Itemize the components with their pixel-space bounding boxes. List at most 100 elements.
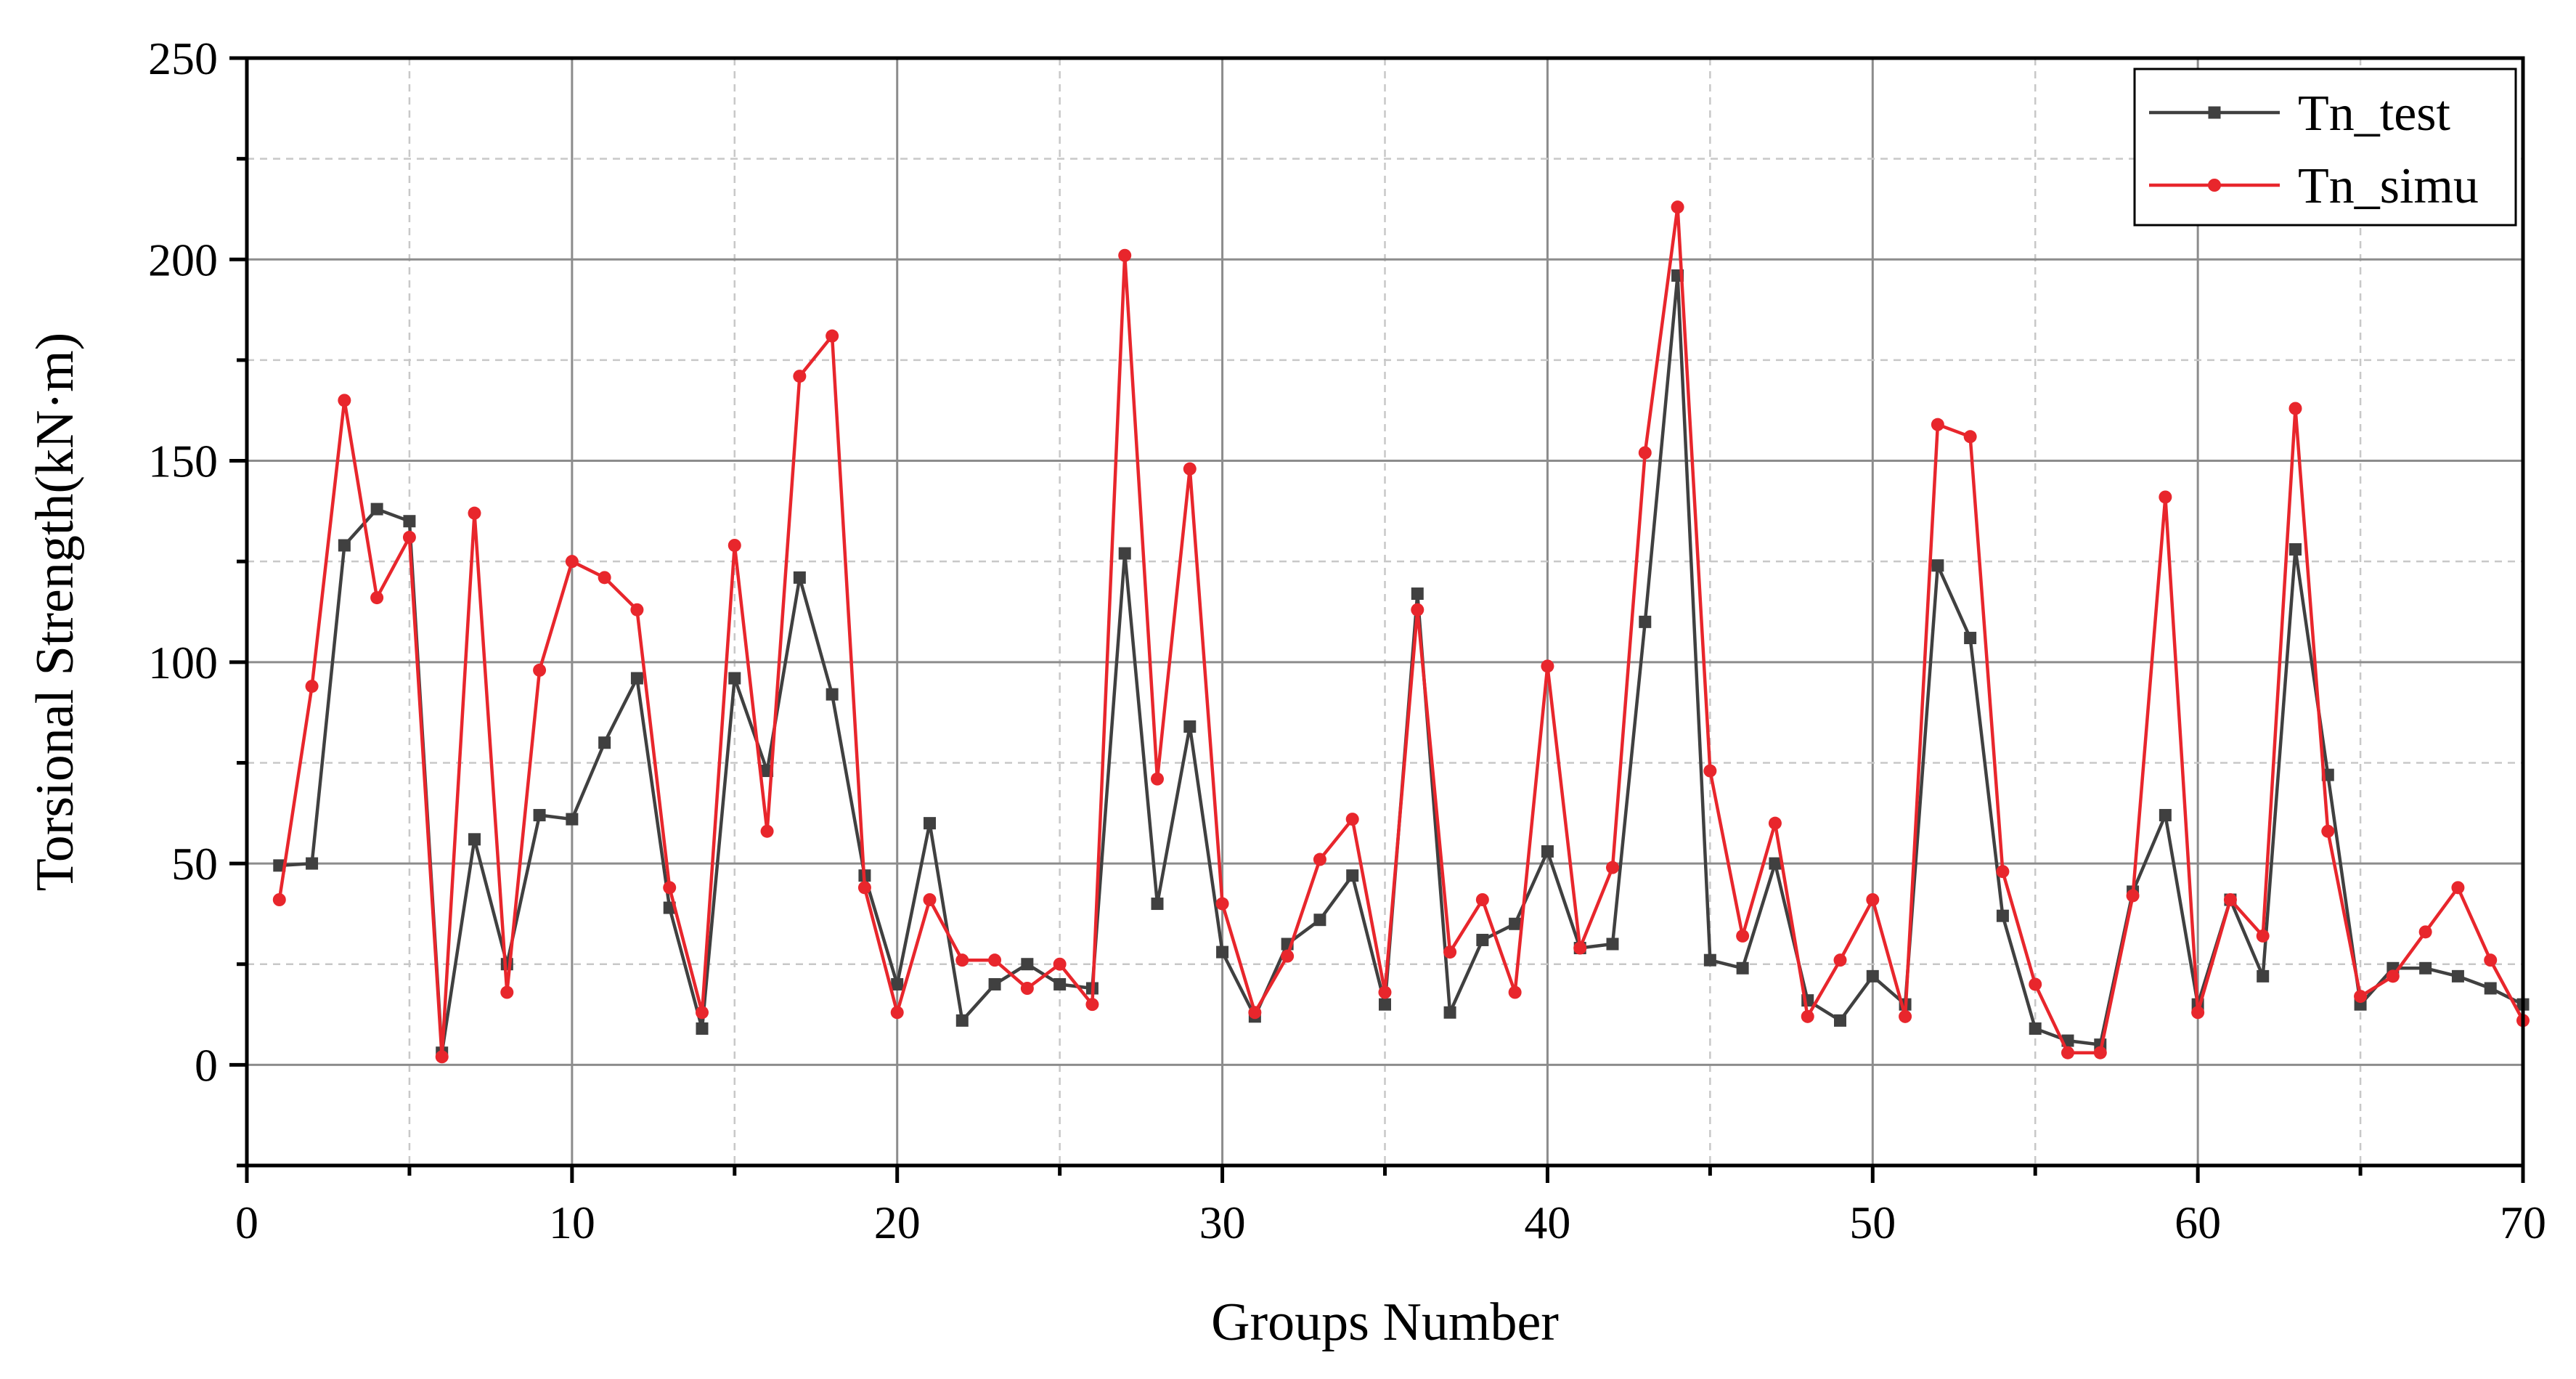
data-point-tn-simu [988, 953, 1002, 967]
data-point-tn-test [988, 977, 1001, 990]
data-point-tn-test [338, 539, 351, 552]
data-point-tn-simu [1508, 985, 1522, 999]
data-point-tn-simu [500, 985, 514, 999]
data-point-tn-simu [2451, 881, 2465, 895]
legend: Tn_test Tn_simu [2133, 68, 2517, 227]
data-point-tn-test [630, 672, 643, 685]
data-point-tn-test [1183, 720, 1197, 733]
data-point-tn-simu [2418, 925, 2432, 939]
legend-label-tn-simu: Tn_simu [2298, 158, 2479, 214]
data-point-tn-simu [1671, 200, 1684, 214]
data-point-tn-simu [402, 530, 416, 544]
y-tick-label: 150 [148, 436, 218, 487]
data-point-tn-simu [2061, 1046, 2074, 1059]
data-point-tn-simu [1541, 659, 1554, 673]
data-point-tn-test [2451, 969, 2464, 983]
data-point-tn-simu [533, 663, 547, 677]
data-point-tn-simu [2288, 402, 2302, 415]
data-point-tn-simu [1378, 985, 1392, 999]
data-point-tn-simu [1085, 998, 1099, 1012]
data-point-tn-simu [2029, 977, 2042, 991]
data-point-tn-test [2419, 961, 2432, 975]
data-point-tn-test [955, 1014, 969, 1027]
data-point-tn-simu [1963, 430, 1977, 444]
x-tick-label: 50 [1849, 1197, 1896, 1248]
data-point-tn-simu [565, 555, 579, 569]
data-point-tn-test [1021, 958, 1034, 971]
data-point-tn-simu [1833, 953, 1847, 967]
data-point-tn-simu [1866, 893, 1880, 906]
series-layer [272, 200, 2530, 1064]
data-point-tn-test [728, 672, 741, 685]
data-point-tn-simu [663, 881, 677, 895]
y-tick-label: 200 [148, 234, 218, 285]
data-point-tn-simu [1183, 462, 1197, 476]
data-point-tn-test [273, 859, 286, 872]
data-point-tn-test [1216, 945, 1229, 959]
y-tick-label: 250 [148, 33, 218, 84]
data-point-tn-simu [2386, 969, 2400, 983]
data-point-tn-simu [955, 953, 969, 967]
x-tick-label: 40 [1524, 1197, 1570, 1248]
legend-swatch-marker-tn-test [2208, 106, 2221, 119]
data-point-tn-test [468, 833, 481, 846]
data-point-tn-test [1476, 933, 1489, 946]
data-point-tn-simu [1118, 248, 1132, 262]
data-point-tn-simu [1053, 957, 1067, 971]
data-point-tn-simu [1475, 893, 1489, 906]
y-tick-label: 50 [171, 838, 218, 890]
data-point-tn-test [1639, 615, 1652, 628]
data-point-tn-test [924, 817, 936, 830]
series-line-tn-simu [277, 205, 2524, 1059]
data-point-tn-simu [826, 329, 839, 343]
data-point-tn-test [1703, 953, 1716, 967]
data-point-tn-simu [630, 603, 644, 617]
axes: 0 10 20 30 40 50 60 70 0 50 100 150 200 250 [148, 33, 2546, 1248]
data-point-tn-simu [2223, 893, 2237, 906]
data-point-tn-simu [1313, 853, 1326, 866]
data-point-tn-simu [1996, 865, 2010, 879]
data-point-tn-simu [370, 591, 384, 605]
data-point-tn-simu [1443, 945, 1457, 959]
data-point-tn-test [1964, 632, 1977, 645]
data-point-tn-simu [598, 571, 611, 585]
data-point-tn-simu [2484, 953, 2498, 967]
data-point-tn-test [1379, 998, 1391, 1011]
data-point-tn-simu [2191, 1006, 2205, 1020]
data-point-tn-test [566, 813, 579, 826]
data-point-tn-test [598, 736, 611, 749]
data-point-tn-simu [696, 1006, 709, 1020]
data-point-tn-test [2257, 969, 2270, 983]
data-point-tn-simu [890, 1006, 904, 1020]
data-point-tn-simu [1703, 764, 1717, 778]
data-point-tn-test [370, 503, 383, 516]
data-point-tn-simu [435, 1050, 449, 1064]
data-point-tn-simu [727, 539, 741, 552]
data-point-tn-simu [1931, 418, 1944, 431]
data-point-tn-test [1411, 587, 1424, 601]
legend-label-tn-test: Tn_test [2298, 86, 2451, 142]
data-point-tn-simu [1151, 772, 1164, 786]
grid [247, 58, 2523, 1166]
data-point-tn-simu [305, 680, 319, 693]
x-tick-label: 10 [549, 1197, 595, 1248]
data-point-tn-simu [1768, 816, 1782, 830]
data-point-tn-test [1541, 845, 1554, 858]
data-point-tn-test [1866, 969, 1879, 983]
data-point-tn-test [1931, 559, 1944, 572]
data-point-tn-test [1834, 1014, 1846, 1027]
data-point-tn-test [533, 809, 546, 822]
data-point-tn-simu [1899, 1009, 1912, 1023]
data-point-tn-simu [793, 370, 807, 383]
data-point-tn-simu [1215, 897, 1229, 911]
data-point-tn-test [2484, 982, 2497, 995]
data-point-tn-simu [2354, 990, 2368, 1004]
y-tick-label: 0 [195, 1039, 218, 1091]
data-point-tn-simu [1736, 929, 1750, 943]
data-point-tn-test [2159, 809, 2172, 822]
data-point-tn-test [1606, 937, 1619, 951]
data-point-tn-test [306, 857, 319, 870]
data-point-tn-test [1769, 857, 1782, 870]
data-point-tn-test [2289, 543, 2302, 556]
data-point-tn-simu [1606, 861, 1619, 874]
